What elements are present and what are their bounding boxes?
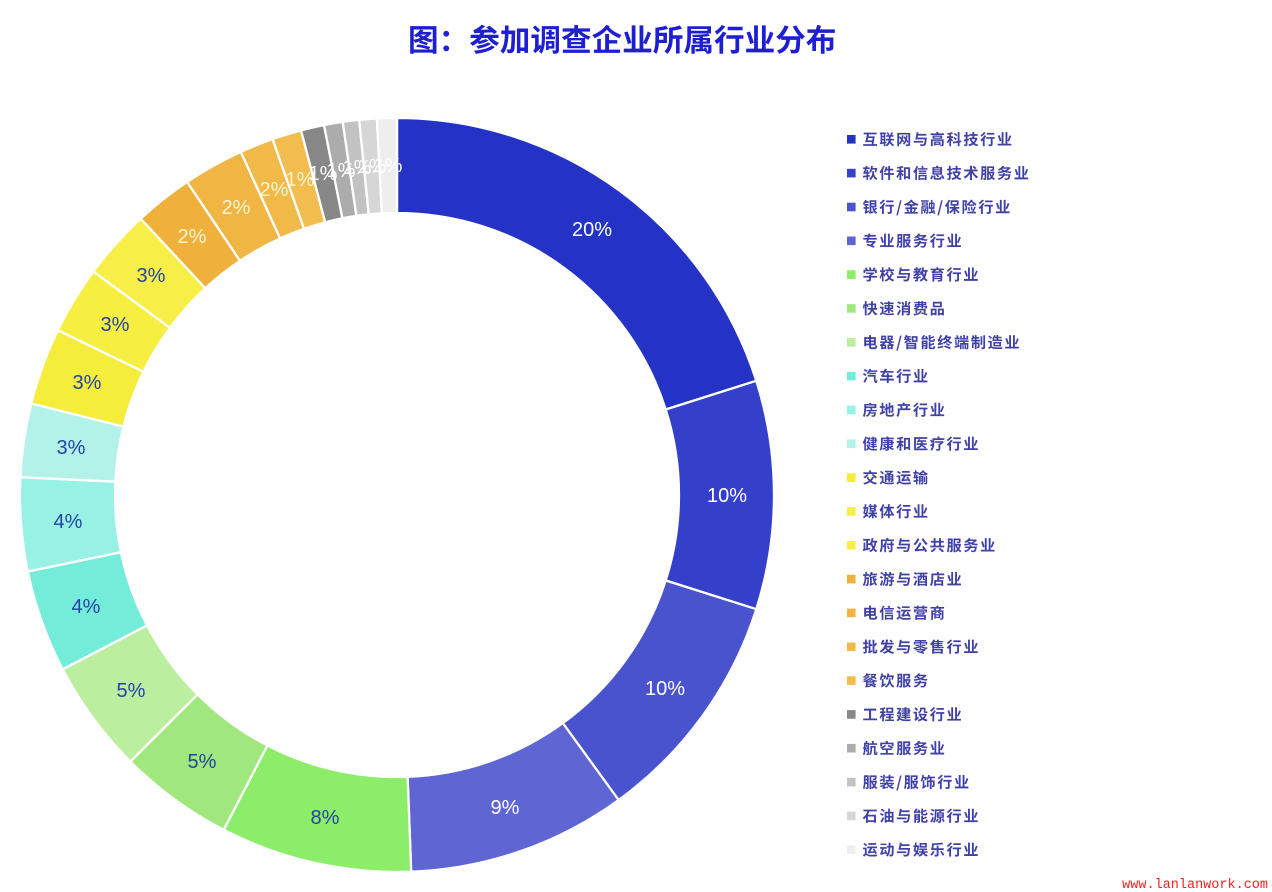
svg-text:3%: 3%	[101, 314, 130, 336]
svg-text:5%: 5%	[188, 751, 217, 773]
svg-text:1%: 1%	[374, 155, 403, 177]
svg-text:3%: 3%	[73, 372, 102, 394]
svg-text:1%: 1%	[309, 163, 338, 185]
svg-text:1%: 1%	[358, 156, 387, 178]
svg-text:5%: 5%	[117, 680, 146, 702]
svg-text:3%: 3%	[57, 437, 86, 459]
svg-text:10%: 10%	[707, 485, 747, 507]
svg-text:1%: 1%	[343, 157, 372, 179]
svg-text:2%: 2%	[222, 197, 251, 219]
svg-text:20%: 20%	[572, 219, 612, 241]
svg-text:9%: 9%	[491, 797, 520, 819]
svg-text:4%: 4%	[54, 511, 83, 533]
svg-text:www.lanlanwork.com: www.lanlanwork.com	[1122, 878, 1268, 892]
svg-text:10%: 10%	[645, 678, 685, 700]
svg-text:1%: 1%	[286, 169, 315, 191]
svg-text:2%: 2%	[260, 179, 289, 201]
svg-text:1%: 1%	[327, 160, 356, 182]
svg-text:4%: 4%	[72, 596, 101, 618]
svg-text:3%: 3%	[137, 265, 166, 287]
svg-text:2%: 2%	[178, 226, 207, 248]
svg-text:8%: 8%	[311, 807, 340, 829]
